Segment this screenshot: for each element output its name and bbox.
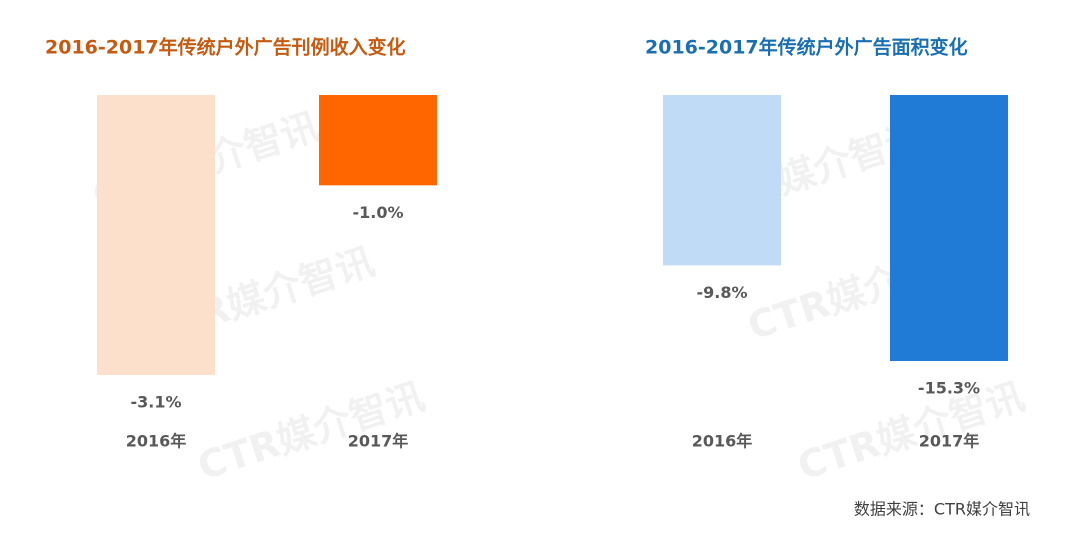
source: 数据来源：CTR媒介智讯 [854, 500, 1030, 519]
x-tick-label: 2017年 [919, 432, 980, 451]
x-tick-label: 2017年 [348, 432, 409, 451]
x-tick-label: 2016年 [126, 432, 187, 451]
bar [319, 95, 437, 186]
chart-title: 2016-2017年传统户外广告面积变化 [645, 36, 968, 59]
bar [663, 95, 781, 266]
chart-title: 2016-2017年传统户外广告刊例收入变化 [45, 36, 406, 59]
bar [890, 95, 1008, 361]
watermark: CTR媒介智讯 [792, 374, 1029, 488]
value-label: -15.3% [918, 379, 980, 398]
bar [97, 95, 215, 375]
x-tick-label: 2016年 [692, 432, 753, 451]
value-label: -9.8% [696, 283, 747, 302]
value-label: -1.0% [352, 203, 403, 222]
value-label: -3.1% [130, 393, 181, 412]
